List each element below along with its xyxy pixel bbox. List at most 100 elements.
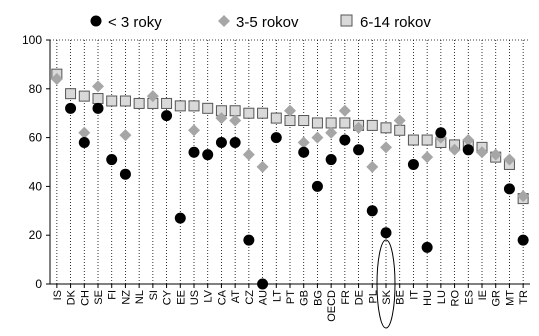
x-tick-label-pl: PL <box>367 290 379 303</box>
point-3to5 <box>476 146 488 159</box>
point-6to14 <box>133 97 145 109</box>
x-tick-label-fi: FI <box>107 290 119 300</box>
point-3to5 <box>188 124 200 137</box>
point-under3 <box>311 180 323 192</box>
y-tick-label: 60 <box>29 131 43 145</box>
point-3to5 <box>297 136 310 149</box>
point-under3 <box>243 234 255 246</box>
point-6to14 <box>65 88 77 100</box>
x-tick-label-lv: LV <box>203 289 215 302</box>
point-3to5 <box>380 141 392 154</box>
point-6to14 <box>339 117 351 129</box>
point-3to5 <box>338 104 351 117</box>
x-tick-label-is: IS <box>52 290 64 300</box>
x-tick-label-mt: MT <box>504 290 516 306</box>
point-under3 <box>257 278 269 290</box>
point-3to5 <box>503 153 516 166</box>
legend-label-6to14: 6-14 rokov <box>360 14 431 31</box>
point-under3 <box>202 149 214 161</box>
x-tick-label-at: AT <box>230 290 242 304</box>
x-tick-label-lu: LU <box>436 290 448 304</box>
point-3to5 <box>146 90 159 103</box>
legend-marker-3to5 <box>218 15 230 27</box>
x-tick-label-be: BE <box>395 290 407 305</box>
y-tick-label: 20 <box>29 228 43 242</box>
x-tick-label-gr: GR <box>491 290 503 307</box>
y-tick-label: 100 <box>22 33 42 47</box>
point-under3 <box>325 154 337 166</box>
point-6to14 <box>78 90 90 102</box>
point-3to5 <box>325 126 338 139</box>
point-3to5 <box>215 112 228 125</box>
x-tick-label-ca: CA <box>216 289 228 305</box>
point-6to14 <box>325 117 337 129</box>
point-under3 <box>106 154 118 166</box>
x-tick-label-si: SI <box>148 290 160 300</box>
point-under3 <box>462 144 474 156</box>
point-3to5 <box>366 160 379 173</box>
legend: < 3 roky 3-5 rokov 6-14 rokov <box>90 14 431 31</box>
point-6to14 <box>257 107 269 119</box>
point-6to14 <box>366 119 378 131</box>
point-6to14 <box>188 100 200 112</box>
point-under3 <box>353 144 365 156</box>
point-6to14 <box>106 95 118 107</box>
x-tick-label-de: DE <box>354 290 366 305</box>
x-tick-label-cy: CY <box>162 289 174 305</box>
point-under3 <box>407 158 419 170</box>
x-tick-label-ie: IE <box>477 290 489 300</box>
point-6to14 <box>380 122 392 134</box>
point-under3 <box>366 205 378 217</box>
point-3to5 <box>448 143 461 156</box>
x-tick-label-ch: CH <box>79 290 91 306</box>
point-under3 <box>435 127 447 139</box>
legend-marker-under3 <box>90 15 102 27</box>
x-tick-label-au: AU <box>258 290 270 305</box>
point-6to14 <box>284 115 296 127</box>
point-3to5 <box>311 131 324 144</box>
point-under3 <box>161 110 173 122</box>
point-3to5 <box>421 151 434 164</box>
point-6to14 <box>298 115 310 127</box>
point-under3 <box>119 168 131 180</box>
x-tick-label-hu: HU <box>422 290 434 306</box>
point-under3 <box>229 136 241 148</box>
x-tick-label-dk: DK <box>66 289 78 305</box>
x-tick-label-cz: CZ <box>244 290 256 305</box>
point-6to14 <box>421 134 433 146</box>
point-3to5 <box>462 134 475 147</box>
point-under3 <box>380 227 392 239</box>
x-tick-label-ro: RO <box>450 290 462 307</box>
x-tick-label-us: US <box>189 290 201 305</box>
x-tick-label-es: ES <box>463 290 475 305</box>
point-6to14 <box>202 102 214 114</box>
point-3to5 <box>119 129 132 142</box>
point-6to14 <box>174 100 186 112</box>
point-3to5 <box>256 160 269 173</box>
point-under3 <box>215 136 227 148</box>
x-tick-label-it: IT <box>408 290 420 300</box>
x-tick-label-se: SE <box>93 290 105 305</box>
legend-marker-6to14 <box>340 14 353 27</box>
point-3to5 <box>242 148 255 161</box>
x-tick-label-bg: BG <box>312 290 324 306</box>
point-3to5 <box>517 190 530 203</box>
highlight-sk <box>376 239 396 329</box>
y-tick-label: 0 <box>35 277 42 291</box>
x-tick-label-tr: TR <box>518 290 530 305</box>
point-under3 <box>78 136 90 148</box>
legend-label-3to5: 3-5 rokov <box>236 14 299 31</box>
point-6to14 <box>311 117 323 129</box>
point-6to14 <box>394 124 406 136</box>
point-under3 <box>503 183 515 195</box>
x-tick-label-ee: EE <box>175 290 187 305</box>
point-3to5 <box>78 126 91 139</box>
point-3to5 <box>352 121 365 134</box>
point-3to5 <box>50 73 63 86</box>
point-under3 <box>174 212 186 224</box>
point-6to14 <box>229 105 241 117</box>
x-tick-label-lt: LT <box>271 290 283 302</box>
point-under3 <box>421 241 433 253</box>
point-6to14 <box>243 107 255 119</box>
